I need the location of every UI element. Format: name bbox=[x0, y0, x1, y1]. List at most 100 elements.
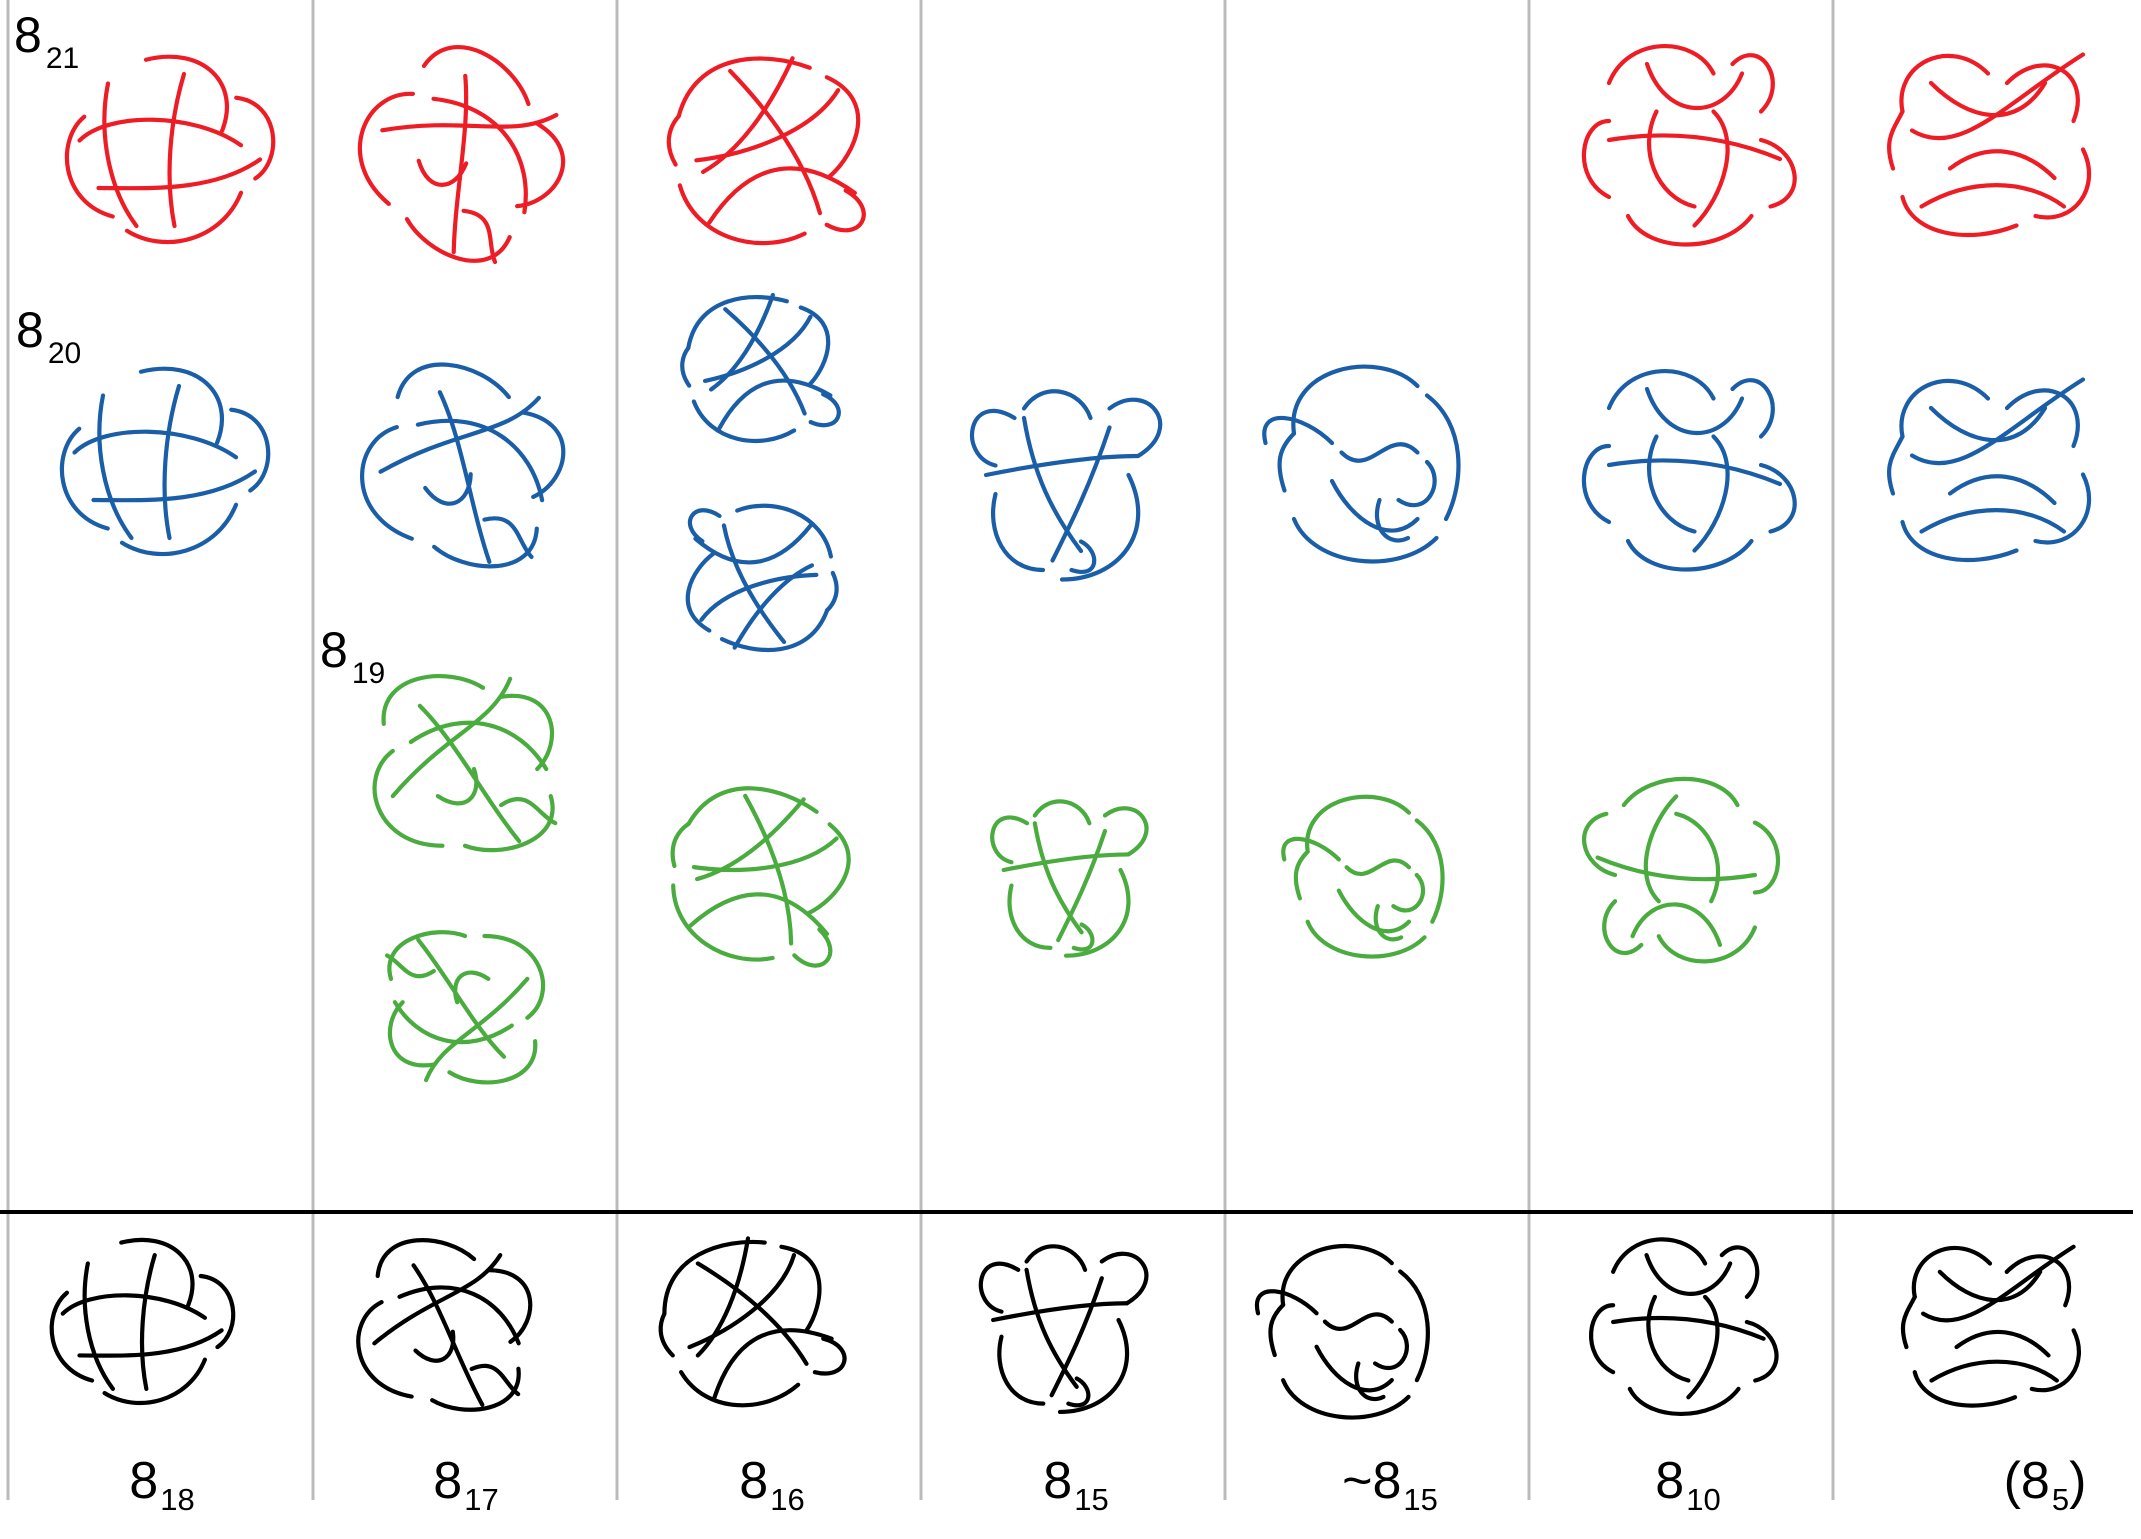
knot-strand bbox=[798, 305, 831, 387]
knot-strand bbox=[1686, 1294, 1720, 1400]
knot-strand bbox=[521, 410, 566, 500]
knot-strand bbox=[1606, 458, 1783, 487]
knot-strand bbox=[77, 1328, 224, 1358]
knot-strand bbox=[486, 1268, 533, 1344]
knot-strand bbox=[499, 797, 558, 826]
knot-strand bbox=[806, 822, 851, 916]
knot-strand bbox=[792, 927, 833, 968]
knot-strand bbox=[717, 378, 833, 431]
knot-strand bbox=[72, 429, 239, 460]
knot-strand bbox=[96, 157, 263, 191]
column-label-tilde-8-15: ~815 bbox=[1342, 1452, 1438, 1517]
knot-strand bbox=[102, 1357, 207, 1406]
knot-strand bbox=[677, 183, 807, 246]
knot-strand bbox=[1947, 474, 2057, 506]
knot-strand bbox=[1606, 44, 1716, 86]
knot-strand bbox=[119, 502, 239, 557]
green-knot-diagram bbox=[670, 786, 851, 968]
knot-strand bbox=[1344, 858, 1412, 876]
knot-strand bbox=[1625, 538, 1754, 572]
knot-strand bbox=[688, 892, 830, 936]
knot-strand bbox=[372, 748, 445, 848]
knot-strand bbox=[1281, 836, 1341, 862]
knot-strand bbox=[415, 418, 545, 503]
knot-strand bbox=[1900, 1294, 1917, 1350]
knot-strand bbox=[1322, 1312, 1394, 1331]
knot-strand bbox=[1059, 472, 1141, 582]
knot-strand bbox=[1398, 1269, 1430, 1383]
green-knot-diagram bbox=[990, 799, 1149, 958]
knot-strand bbox=[1928, 80, 2048, 118]
knot-strand bbox=[1107, 397, 1163, 459]
knot-strand bbox=[1692, 434, 1730, 553]
knot-strand bbox=[970, 408, 1017, 468]
knot-strand bbox=[1899, 53, 1991, 114]
knot-strand bbox=[421, 45, 531, 107]
knot-strand bbox=[1887, 434, 1905, 496]
knot-strand bbox=[1937, 1269, 2043, 1303]
knot-strand bbox=[691, 399, 797, 444]
knot-strand bbox=[693, 523, 813, 565]
knot-strand bbox=[1291, 364, 1420, 436]
knot-strand bbox=[671, 883, 775, 962]
knot-strand bbox=[64, 114, 115, 219]
blue-knot-diagram bbox=[1887, 377, 2092, 563]
knot-strand bbox=[824, 570, 839, 613]
knot-strand bbox=[1007, 883, 1053, 950]
knot-strand bbox=[431, 96, 528, 215]
knot-strand bbox=[691, 836, 839, 872]
knot-strand bbox=[60, 1293, 207, 1320]
knot-strand bbox=[416, 937, 507, 1059]
blue-knot-diagram bbox=[59, 366, 271, 557]
knot-strand bbox=[1947, 149, 2057, 181]
green-knot-diagram bbox=[1582, 776, 1781, 964]
knot-strand bbox=[356, 1300, 414, 1399]
knot-strand bbox=[1611, 1237, 1708, 1274]
column-label-8-17: 817 bbox=[433, 1452, 499, 1517]
knot-strand bbox=[1646, 109, 1697, 209]
knot-strand bbox=[1024, 1267, 1079, 1389]
knot-strand bbox=[978, 1261, 1021, 1314]
knot-strand bbox=[676, 56, 812, 119]
knot-strand bbox=[1644, 1253, 1733, 1296]
knot-strand bbox=[1049, 1276, 1104, 1398]
knot-strand bbox=[482, 516, 534, 560]
knot-strand bbox=[1758, 137, 1797, 209]
knot-strand bbox=[1909, 52, 2086, 141]
knot-strand bbox=[1928, 405, 2048, 443]
knot-strand bbox=[139, 1253, 157, 1391]
knot-strand bbox=[462, 794, 555, 853]
knot-strand bbox=[451, 73, 469, 255]
knot-strand bbox=[1374, 497, 1411, 543]
knot-strand bbox=[1621, 776, 1740, 808]
knot-strand bbox=[380, 112, 559, 133]
knot-strand bbox=[97, 393, 134, 541]
knot-strand bbox=[695, 1261, 809, 1366]
knot-strand bbox=[430, 1366, 521, 1412]
green-knot-diagram bbox=[372, 674, 558, 853]
knot-strand bbox=[234, 95, 276, 181]
blue-knot-diagram bbox=[360, 362, 566, 569]
column-label-8-16: 816 bbox=[739, 1452, 805, 1517]
knot-strand bbox=[515, 121, 566, 209]
knot-strand bbox=[1339, 442, 1420, 463]
knot-strand bbox=[1329, 478, 1420, 533]
knot-strand bbox=[688, 508, 722, 544]
knot-strand bbox=[1909, 377, 2086, 466]
knot-strand bbox=[1919, 508, 2067, 534]
knot-strand bbox=[1606, 133, 1783, 162]
knot-strand bbox=[1912, 1370, 2018, 1408]
knot-strand bbox=[229, 407, 271, 493]
knot-strand bbox=[397, 1285, 521, 1346]
knot-strand bbox=[1291, 516, 1439, 564]
knot-strand bbox=[387, 930, 468, 981]
knot-strand bbox=[461, 208, 498, 265]
knot-strand bbox=[124, 190, 244, 245]
knot-strand bbox=[387, 1000, 436, 1068]
red-knot-diagram bbox=[666, 56, 866, 246]
black-knot-diagram bbox=[1900, 1244, 2081, 1408]
knot-strand bbox=[1643, 794, 1679, 904]
knot-strand bbox=[670, 821, 691, 869]
knot-strand bbox=[685, 551, 716, 633]
